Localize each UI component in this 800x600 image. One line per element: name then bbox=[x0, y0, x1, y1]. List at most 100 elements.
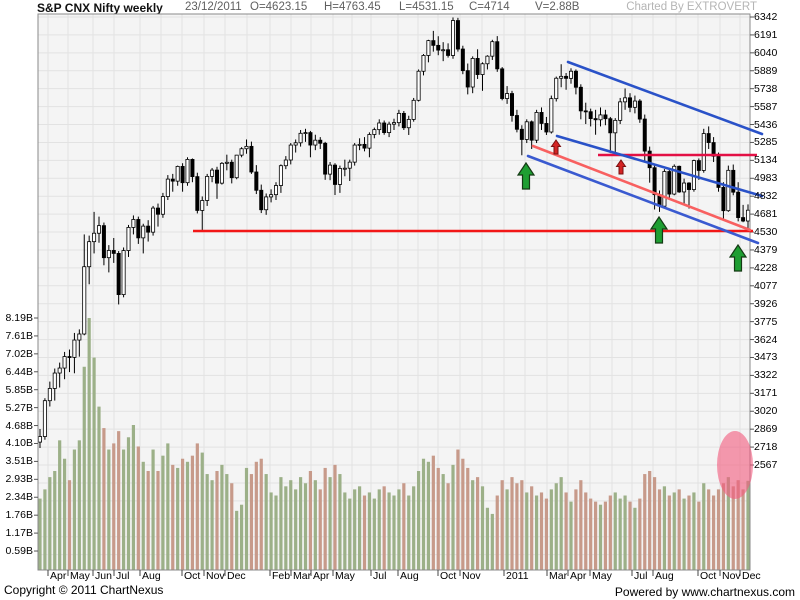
volume-bar bbox=[648, 470, 652, 570]
volume-bar bbox=[402, 483, 406, 570]
volume-bar bbox=[721, 483, 726, 570]
volume-label: 7.61B bbox=[5, 329, 33, 342]
volume-bar bbox=[343, 492, 347, 570]
candle-body bbox=[470, 58, 475, 88]
price-label: 5889 bbox=[754, 64, 778, 77]
candle-body bbox=[136, 219, 141, 239]
candle-body bbox=[215, 169, 220, 184]
candle-body bbox=[377, 122, 382, 131]
price-label: 5587 bbox=[754, 100, 778, 113]
volume-bar bbox=[357, 486, 362, 570]
candle-body bbox=[573, 70, 578, 88]
candle-body bbox=[726, 169, 731, 212]
price-label: 4530 bbox=[754, 226, 778, 239]
candle-body bbox=[367, 134, 372, 149]
candle-body bbox=[333, 164, 338, 185]
volume-bar bbox=[726, 477, 730, 570]
month-label: May bbox=[592, 570, 612, 582]
channel-lower-blue[interactable] bbox=[526, 154, 760, 245]
candle-body bbox=[416, 70, 421, 101]
price-label: 4228 bbox=[754, 261, 778, 274]
green-up-arrow[interactable] bbox=[728, 243, 748, 272]
red-up-arrow[interactable] bbox=[615, 159, 627, 175]
volume-bar bbox=[205, 474, 209, 570]
candle-body bbox=[392, 122, 397, 125]
volume-bar bbox=[102, 428, 106, 570]
candle-body bbox=[318, 139, 323, 144]
downtrend-red[interactable] bbox=[531, 144, 752, 232]
volume-label: 1.76B bbox=[5, 509, 33, 522]
candle-body bbox=[126, 227, 131, 251]
candle-body bbox=[244, 145, 249, 150]
candle-body bbox=[195, 176, 200, 211]
candle-body bbox=[121, 250, 126, 295]
candle-body bbox=[598, 114, 603, 121]
candle-body bbox=[642, 118, 647, 152]
month-label: Nov bbox=[722, 570, 741, 582]
candle-body bbox=[298, 132, 303, 144]
month-label: 2011 bbox=[506, 570, 529, 582]
candle-body bbox=[328, 164, 333, 175]
green-up-arrow[interactable] bbox=[516, 161, 536, 190]
volume-bar bbox=[43, 489, 47, 570]
volume-bar bbox=[633, 507, 637, 570]
candle-body bbox=[588, 111, 593, 119]
candle-body bbox=[92, 232, 97, 243]
candle-body bbox=[288, 144, 293, 161]
price-label: 5436 bbox=[754, 118, 778, 131]
charted-by-label: Charted By EXTROVERT bbox=[626, 1, 757, 13]
candle-body bbox=[406, 119, 411, 129]
volume-bar bbox=[687, 495, 691, 570]
green-up-arrow[interactable] bbox=[649, 215, 669, 244]
candle-body bbox=[500, 68, 505, 99]
month-label: Jul bbox=[634, 570, 648, 582]
price-label: 3775 bbox=[754, 315, 778, 328]
candle-body bbox=[269, 194, 274, 198]
candle-body bbox=[101, 225, 106, 259]
candle-body bbox=[505, 93, 510, 99]
volume-bar bbox=[426, 461, 431, 570]
volume-bar bbox=[269, 492, 273, 570]
candle-body bbox=[529, 121, 534, 141]
channel-upper-blue[interactable] bbox=[566, 60, 764, 136]
volume-bar bbox=[416, 470, 421, 570]
month-label: Nov bbox=[462, 570, 481, 582]
volume-bar bbox=[235, 510, 239, 570]
price-label: 6342 bbox=[754, 11, 778, 23]
candle-body bbox=[667, 171, 672, 195]
price-label: 3624 bbox=[754, 333, 778, 346]
candle-body bbox=[455, 20, 460, 50]
volume-bar bbox=[97, 406, 101, 570]
volume-bar bbox=[544, 498, 549, 570]
candle-body bbox=[106, 250, 111, 259]
candle-body bbox=[156, 207, 161, 215]
candle-body bbox=[677, 165, 682, 193]
price-label: 2567 bbox=[754, 459, 778, 471]
volume-bar bbox=[652, 477, 657, 570]
candle-body bbox=[72, 339, 77, 358]
volume-bar bbox=[185, 461, 190, 570]
volume-bar bbox=[225, 474, 229, 570]
volume-bar bbox=[176, 467, 180, 570]
channel-middle-blue[interactable] bbox=[555, 134, 764, 198]
candle-body bbox=[362, 143, 367, 149]
volume-bar bbox=[643, 474, 647, 570]
volume-bar bbox=[505, 489, 509, 570]
volume-bar bbox=[156, 470, 160, 570]
volume-bar bbox=[667, 495, 671, 570]
volume-bar bbox=[397, 489, 401, 570]
candle-body bbox=[264, 196, 269, 211]
volume-bar bbox=[180, 458, 185, 570]
candle-body bbox=[87, 241, 92, 268]
red-up-arrow[interactable] bbox=[550, 139, 562, 155]
candle-body bbox=[544, 123, 549, 133]
volume-bar bbox=[298, 477, 303, 570]
highlight-ellipse[interactable] bbox=[717, 431, 753, 499]
candle-body bbox=[38, 436, 43, 443]
volume-bar bbox=[382, 486, 386, 570]
volume-bar bbox=[348, 498, 352, 570]
candle-body bbox=[382, 122, 387, 133]
volume-bar bbox=[731, 486, 735, 570]
candle-body bbox=[234, 154, 239, 179]
